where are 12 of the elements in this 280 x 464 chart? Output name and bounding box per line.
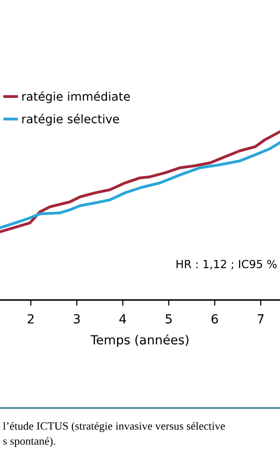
x-tick-label: 7 xyxy=(258,314,264,324)
x-tick-label: 3 xyxy=(74,314,80,324)
x-tick-label: 2 xyxy=(28,314,34,324)
x-tick-label: 4 xyxy=(119,314,126,324)
x-tick-label: 6 xyxy=(212,314,218,324)
legend-label: ratégie sélective xyxy=(22,114,119,126)
text: s spontané). xyxy=(3,436,56,448)
annotation: HR : 1,12 ; IC95 % xyxy=(176,260,277,270)
text: l’étude ICTUS (stratégie invasive versus sélective xyxy=(3,422,225,432)
x-tick-label: 5 xyxy=(166,314,172,324)
x-axis-title: Temps (années) xyxy=(90,334,188,347)
legend-label: ratégie immédiate xyxy=(22,91,130,104)
